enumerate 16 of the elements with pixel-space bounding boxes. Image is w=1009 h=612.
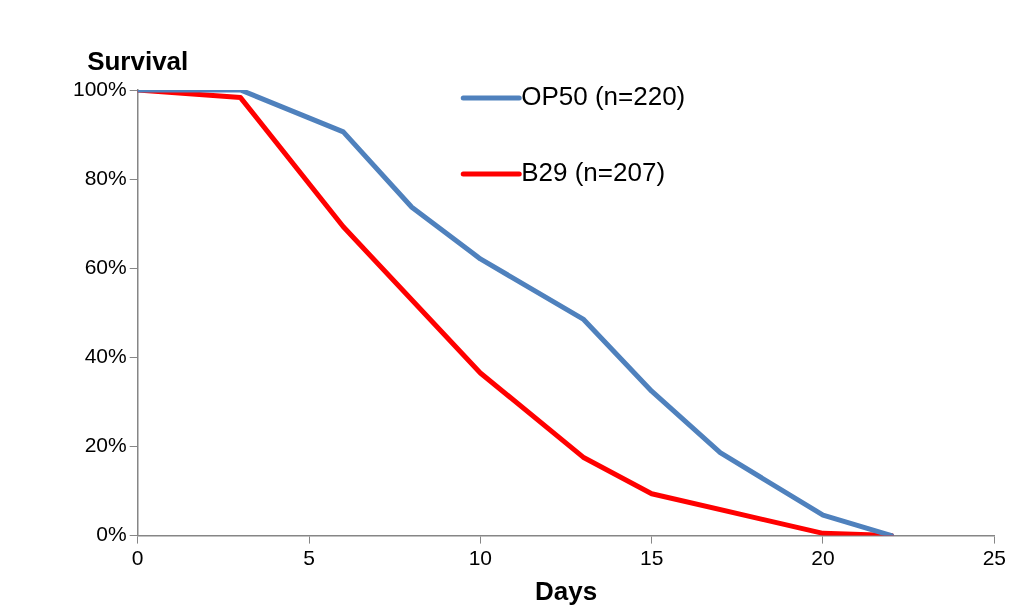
y-axis-title: Survival — [87, 46, 189, 77]
x-tick-label: 10 — [468, 546, 493, 569]
y-tick-label: 20% — [84, 433, 127, 457]
y-tick-label: 60% — [84, 255, 127, 279]
x-axis-title: Days — [534, 575, 598, 606]
y-tick-label: 80% — [84, 165, 127, 189]
y-tick-label: 100% — [72, 76, 127, 100]
x-tick-label: 20 — [811, 546, 835, 569]
x-tick-label: 15 — [640, 546, 664, 569]
x-tick-label: 25 — [982, 546, 1006, 569]
legend-label: OP50 (n=220) — [521, 81, 686, 112]
y-tick-label: 40% — [84, 344, 127, 368]
legend-label: B29 (n=207) — [521, 157, 666, 188]
x-tick-label: 0 — [131, 546, 144, 569]
x-tick-label: 5 — [303, 546, 315, 569]
y-tick-label: 0% — [96, 522, 127, 546]
